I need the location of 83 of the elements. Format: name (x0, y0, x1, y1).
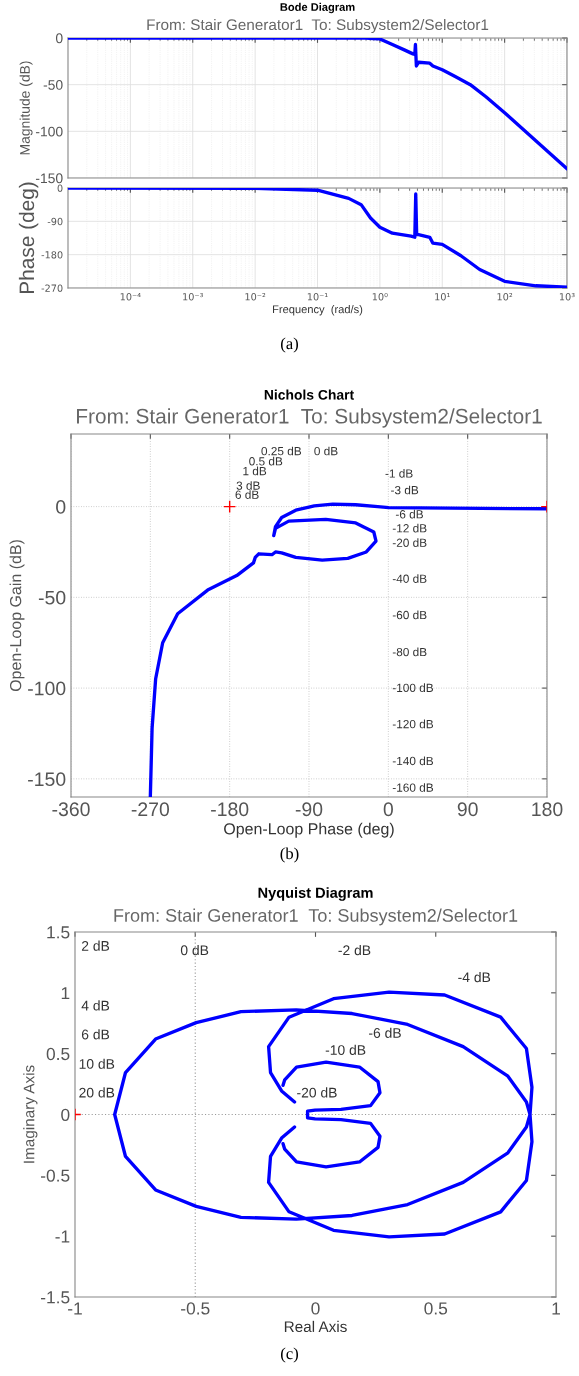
annotation: 3 dB (236, 481, 260, 490)
x-tick-label: -180 (211, 802, 249, 817)
annotation: 1 dB (243, 466, 267, 476)
annotation: -160 dB (392, 783, 434, 792)
y-tick-label: 0.5 (46, 1047, 70, 1061)
x-tick-label: 10² (497, 293, 513, 301)
annotation: 20 dB (79, 1087, 115, 1098)
y-tick-label: -0.5 (41, 1169, 70, 1182)
y-tick-label: 0 (57, 184, 63, 192)
y-tick-label: -270 (41, 284, 63, 292)
x-tick-label: 10⁻¹ (307, 293, 328, 301)
annotation: -40 dB (392, 574, 427, 583)
x-tick-label: 0 (311, 1302, 320, 1315)
annotation: -80 dB (392, 647, 427, 657)
chart-subtitle: From: Stair Generator1 To: Subsystem2/Selector1 (147, 18, 489, 34)
annotation: 6 dB (235, 490, 259, 499)
chart-title: Nichols Chart (264, 389, 354, 400)
x-tick-label: -90 (295, 802, 323, 817)
y-axis-title: Open-Loop Gain (dB) (9, 540, 25, 692)
ref-line-label: 0 dB (180, 944, 209, 956)
text: (b) (280, 847, 299, 863)
x-tick-label: 10⁻³ (183, 293, 203, 301)
annotation: -12 dB (392, 523, 427, 533)
annotation: 0 dB (314, 446, 338, 456)
annotation: -140 dB (392, 756, 434, 766)
x-axis-title: Frequency (rad/s) (273, 305, 363, 316)
y-axis-title: Imaginary Axis (23, 1065, 38, 1163)
annotation: -4 dB (458, 972, 491, 983)
x-tick-label: 0 (383, 802, 393, 817)
y-tick-label: -50 (43, 80, 63, 90)
chart-title: Nyquist Diagram (258, 887, 373, 901)
chart-subtitle: From: Stair Generator1 To: Subsystem2/Selector1 (114, 908, 518, 926)
y-tick-label: 0 (61, 1108, 70, 1121)
x-tick-label: 10⁻² (245, 293, 266, 301)
x-tick-label: 10⁰ (372, 293, 388, 301)
annotation: 0.25 dB (261, 446, 302, 456)
annotation: -20 dB (297, 1087, 337, 1098)
x-axis-title: Open-Loop Phase (deg) (224, 822, 394, 838)
text: (a) (280, 337, 299, 353)
annotation: -3 dB (391, 485, 419, 495)
x-tick-label: -270 (131, 802, 170, 817)
x-axis-title: Real Axis (284, 1320, 347, 1333)
y-tick-label: 0 (56, 500, 66, 514)
x-tick-label: 10³ (559, 293, 575, 301)
x-tick-label: 10⁻⁴ (120, 293, 141, 301)
line-series (148, 502, 547, 797)
annotation: -2 dB (338, 944, 371, 956)
y-tick-label: -180 (41, 251, 63, 259)
annotation: -6 dB (395, 509, 423, 519)
annotation: 4 dB (81, 1000, 110, 1011)
y-tick-label: -100 (35, 126, 63, 137)
annotation: -20 dB (392, 538, 427, 547)
y-tick-label: -90 (47, 217, 63, 226)
x-tick-label: -0.5 (181, 1302, 210, 1315)
annotation: -10 dB (325, 1044, 366, 1055)
x-tick-label: -360 (52, 802, 90, 817)
x-tick-label: 180 (532, 802, 563, 817)
annotation: 2 dB (81, 940, 110, 951)
y-tick-label: 1 (61, 987, 70, 1000)
text: (c) (280, 1347, 299, 1363)
y-tick-label: -50 (38, 590, 66, 605)
annotation: 0.5 dB (249, 456, 283, 466)
y-axis-title: Magnitude (dB) (19, 61, 33, 155)
annotation: -60 dB (392, 610, 427, 620)
chart-subtitle: From: Stair Generator1 To: Subsystem2/Selector1 (77, 408, 542, 428)
annotation: -6 dB (369, 1027, 401, 1038)
annotation: -120 dB (392, 719, 434, 729)
x-tick-label: 1 (552, 1302, 560, 1315)
chart-title: Bode Diagram (280, 2, 355, 14)
y-tick-label: -150 (28, 772, 66, 787)
x-tick-label: 10¹ (435, 293, 450, 301)
y-tick-label: -150 (35, 173, 63, 184)
annotation: 10 dB (79, 1058, 115, 1069)
x-tick-label: 0.5 (424, 1302, 448, 1315)
annotation: 6 dB (81, 1029, 110, 1040)
annotation: -1 dB (385, 468, 413, 478)
x-tick-label: 90 (457, 802, 478, 817)
y-tick-label: 1.5 (47, 926, 70, 939)
y-tick-label: -1 (55, 1230, 70, 1243)
y-tick-label: -100 (28, 681, 66, 696)
y-tick-label: 0 (55, 33, 63, 44)
y-tick-label: -1.5 (41, 1291, 70, 1304)
annotation: -100 dB (392, 683, 434, 692)
